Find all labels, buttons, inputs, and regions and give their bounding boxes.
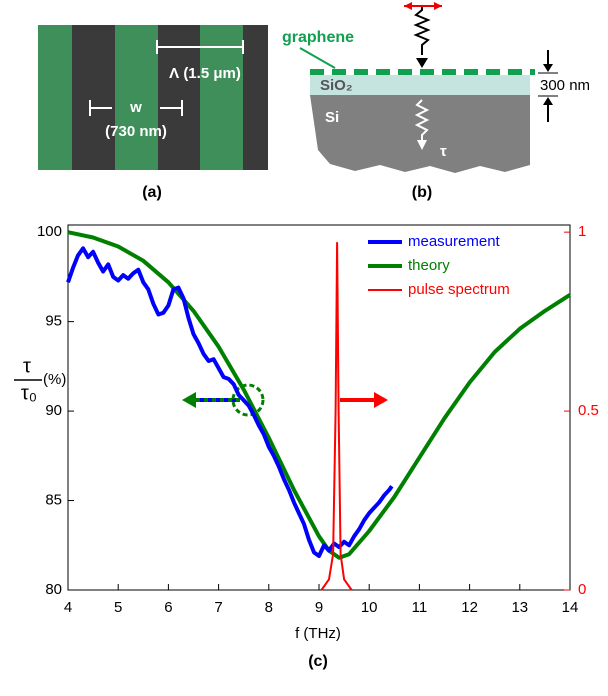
tau-label: τ — [440, 143, 447, 160]
data-line — [320, 241, 353, 591]
y-label-unit: (%) — [43, 371, 66, 388]
x-tick-label: 6 — [164, 599, 172, 616]
annotation-arrows — [182, 383, 388, 417]
width-symbol: w — [129, 99, 142, 116]
width-value: (730 nm) — [105, 123, 167, 140]
y-tick-label: 100 — [37, 223, 62, 240]
x-tick-label: 10 — [361, 599, 378, 616]
legend-label: pulse spectrum — [408, 281, 510, 298]
micrograph — [38, 25, 268, 170]
x-tick-label: 5 — [114, 599, 122, 616]
panel-label: (b) — [412, 184, 432, 201]
y-label-numerator: τ — [23, 355, 31, 377]
x-axis-label: f (THz) — [295, 625, 341, 642]
x-tick-label: 4 — [64, 599, 72, 616]
graphene-label: graphene — [282, 29, 354, 46]
period-label: Λ (1.5 μm) — [169, 65, 241, 82]
x-tick-label: 11 — [412, 599, 428, 616]
y-label-denominator: τ₀ — [21, 382, 37, 404]
x-tick-label: 13 — [511, 599, 528, 616]
y-tick-label: 85 — [45, 492, 62, 509]
legend-label: measurement — [408, 233, 501, 250]
x-tick-label: 12 — [461, 599, 478, 616]
y-tick-label: 90 — [45, 402, 62, 419]
y-tick-label: 80 — [45, 581, 62, 598]
x-tick-label: 7 — [214, 599, 222, 616]
substrate-label: Si — [325, 109, 339, 126]
panel-label: (a) — [142, 184, 162, 201]
x-tick-label: 9 — [315, 599, 323, 616]
legend-label: theory — [408, 257, 450, 274]
y-tick-label: 95 — [45, 313, 62, 330]
device-schematic — [299, 2, 558, 173]
oxide-label: SiO₂ — [320, 77, 353, 94]
y2-tick-label: 1 — [578, 223, 586, 240]
y2-tick-label: 0 — [578, 581, 586, 598]
panel-label: (c) — [308, 653, 328, 670]
x-tick-label: 8 — [265, 599, 273, 616]
y2-tick-label: 0.5 — [578, 402, 599, 419]
thickness-label: 300 nm — [540, 77, 590, 94]
data-line — [66, 246, 394, 558]
x-tick-label: 14 — [562, 599, 579, 616]
